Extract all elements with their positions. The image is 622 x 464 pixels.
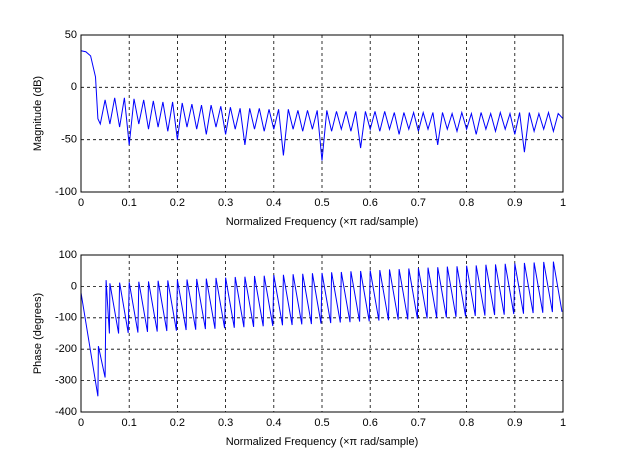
x-tick-label: 0.2 [170, 417, 185, 429]
y-tick-label: 100 [59, 249, 77, 261]
axes-box [80, 34, 564, 193]
x-tick-label: 0.5 [314, 417, 329, 429]
y-tick-label: 0 [71, 81, 77, 93]
x-tick-label: 0.4 [266, 197, 281, 209]
x-tick-label: 0.9 [507, 197, 522, 209]
y-axis-label: Magnitude (dB) [32, 76, 44, 151]
y-axis-label: Phase (degrees) [32, 293, 44, 374]
y-tick-label: -100 [55, 312, 77, 324]
x-tick-label: 1 [560, 417, 566, 429]
y-tick-label: 50 [65, 29, 77, 41]
x-tick-label: 0 [78, 417, 84, 429]
y-tick-label: -50 [61, 134, 77, 146]
x-tick-label: 0.3 [218, 417, 233, 429]
x-tick-label: 0.7 [411, 197, 426, 209]
x-tick-label: 0.6 [363, 197, 378, 209]
x-tick-label: 0.1 [122, 417, 137, 429]
axes-box [80, 254, 564, 413]
y-tick-label: -300 [55, 375, 77, 387]
x-tick-label: 0 [78, 197, 84, 209]
x-axis-label: Normalized Frequency (×π rad/sample) [226, 436, 419, 448]
data-line [80, 261, 563, 397]
x-tick-label: 0.1 [122, 197, 137, 209]
x-tick-label: 1 [560, 197, 566, 209]
x-tick-label: 0.2 [170, 197, 185, 209]
x-tick-label: 0.3 [218, 197, 233, 209]
x-tick-label: 0.6 [363, 417, 378, 429]
y-tick-label: -200 [55, 343, 77, 355]
x-tick-label: 0.7 [411, 417, 426, 429]
x-tick-label: 0.5 [314, 197, 329, 209]
y-tick-label: -100 [55, 186, 77, 198]
x-axis-label: Normalized Frequency (×π rad/sample) [226, 216, 419, 228]
y-tick-label: -400 [55, 406, 77, 418]
x-tick-label: 0.4 [266, 417, 281, 429]
x-tick-label: 0.9 [507, 417, 522, 429]
x-tick-label: 0.8 [459, 417, 474, 429]
x-tick-label: 0.8 [459, 197, 474, 209]
y-tick-label: 0 [71, 280, 77, 292]
data-line [80, 50, 564, 161]
